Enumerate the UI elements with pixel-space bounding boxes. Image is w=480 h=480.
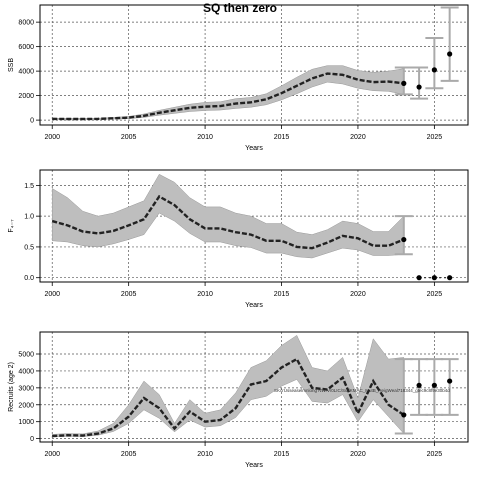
y-axis-label: SSB — [8, 58, 15, 72]
x-tick-label: 2000 — [44, 451, 60, 458]
projection-point — [431, 67, 437, 73]
panel-3: 2000 2005 2010 2015 2020 2025 0 1000 2000 3000 400… — [8, 331, 469, 469]
x-tick-label: 2020 — [350, 291, 366, 298]
series-line — [51, 194, 405, 250]
y-tick-label: 4000 — [18, 368, 34, 375]
x-tick-label: 2025 — [427, 451, 443, 458]
x-axis-label: Years — [245, 145, 263, 152]
projection-point — [447, 51, 453, 57]
series-line — [52, 72, 404, 121]
y-tick-label: 5000 — [18, 352, 34, 359]
y-tick-label: 1.0 — [24, 214, 34, 221]
projection-point — [401, 236, 407, 243]
y-tick-label: 2000 — [18, 93, 34, 100]
projection-point — [401, 412, 407, 418]
x-tick-label: 2020 — [350, 451, 366, 458]
y-tick-label: 0 — [30, 436, 34, 443]
y-axis-label: F₄₋₇ — [8, 219, 15, 233]
x-tick-label: 2000 — [44, 134, 60, 141]
y-tick-label: 2000 — [18, 402, 34, 409]
y-tick-label: 4000 — [18, 69, 34, 76]
annotation-text: SKcrUsseaselmnlong NW/V/0LIC/Sul/KMAC_Mu… — [274, 388, 450, 393]
projection-point — [416, 275, 422, 281]
x-tick-label: 2005 — [121, 134, 137, 141]
x-tick-label: 2025 — [427, 291, 443, 298]
confidence-band — [51, 173, 405, 259]
series-line — [52, 357, 405, 438]
projection-point — [431, 275, 437, 281]
projection-point — [431, 382, 437, 388]
x-tick-label: 2010 — [197, 291, 213, 298]
x-tick-label: 2010 — [197, 451, 213, 458]
projection-point — [447, 275, 453, 281]
projection-point — [416, 382, 422, 388]
y-tick-label: 8000 — [18, 20, 34, 27]
x-tick-label: 2005 — [121, 291, 137, 298]
projection-point — [447, 378, 453, 384]
y-tick-label: 1000 — [18, 419, 34, 426]
panel-2: 2000 2005 2010 2015 2020 2025 0.0 0.5 1.0 1.5 Year… — [8, 169, 469, 309]
plot-frame — [39, 4, 469, 126]
projection-point — [401, 80, 407, 86]
y-axis-label: Recruits (age 2) — [8, 362, 15, 412]
x-tick-label: 2015 — [274, 451, 290, 458]
y-tick-label: 0.0 — [24, 275, 34, 282]
x-tick-label: 2000 — [44, 291, 60, 298]
x-tick-label: 2020 — [350, 134, 366, 141]
projection-point — [416, 84, 422, 90]
y-tick-label: 6000 — [18, 44, 34, 51]
x-tick-label: 2025 — [427, 134, 443, 141]
x-axis-label: Years — [245, 302, 263, 309]
y-tick-label: 0.5 — [24, 244, 34, 251]
y-tick-label: 0 — [30, 118, 34, 125]
panel-1: 2000 2005 2010 2015 2020 2025 0 2000 4000 6000 800… — [8, 4, 469, 152]
x-tick-label: 2015 — [274, 291, 290, 298]
plot-frame — [39, 169, 469, 283]
x-tick-label: 2005 — [121, 451, 137, 458]
x-tick-label: 2010 — [197, 134, 213, 141]
x-tick-label: 2015 — [274, 134, 290, 141]
confidence-band — [51, 65, 405, 120]
plot-frame — [39, 331, 469, 443]
y-tick-label: 1.5 — [24, 183, 34, 190]
chart-title: SQ then zero — [203, 1, 277, 15]
y-tick-label: 3000 — [18, 385, 34, 392]
x-axis-label: Years — [245, 462, 263, 469]
